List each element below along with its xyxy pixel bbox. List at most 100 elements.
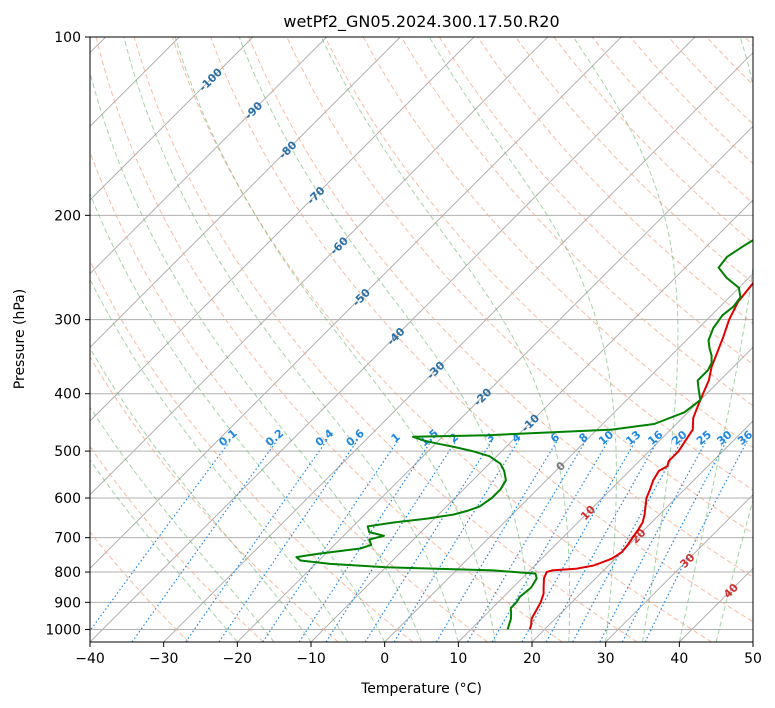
x-tick-label: 20 [523, 651, 541, 667]
dry-adiabat [744, 37, 753, 47]
moist-adiabat [90, 406, 275, 642]
moist-adiabat [90, 347, 312, 642]
dry-adiabat [90, 150, 488, 642]
mixing-ratio-label: 3 [483, 430, 497, 445]
mixing-ratio-line [90, 440, 231, 632]
plot-area: 0.1 0.2 0.4 0.6 1 1.5 2 3 4 6 8 10 13 16 20 25 30 36-100-… [90, 37, 755, 642]
chart-title: wetPf2_GN05.2024.300.17.50.R20 [283, 12, 559, 32]
mixing-ratio-line [298, 440, 432, 642]
mixing-ratio-label: 25 [694, 428, 714, 448]
isotherm-gridline [384, 272, 753, 642]
mixing-ratio-label: 36 [735, 428, 755, 448]
moist-adiabat [428, 37, 617, 642]
moist-adiabat [678, 37, 753, 642]
dry-adiabat [400, 37, 753, 407]
mixing-ratio-line [185, 440, 328, 642]
isotherm-gridline [163, 51, 753, 642]
dry-adiabat [90, 531, 190, 642]
x-axis-title: Temperature (°C) [360, 681, 482, 697]
dry-adiabat [438, 37, 753, 366]
mixing-ratio-line [131, 440, 278, 642]
mixing-ratio-label: 1 [389, 430, 403, 445]
dry-adiabat-label: -100 [196, 65, 225, 94]
mixing-ratio-label: 16 [645, 428, 665, 448]
moist-adiabat [90, 278, 349, 642]
isotherm-gridline [236, 125, 753, 642]
moist-adiabat [90, 459, 238, 642]
mixing-ratio-label: 30 [714, 428, 734, 448]
y-tick-label: 800 [54, 565, 81, 581]
y-tick-label: 900 [54, 595, 81, 611]
moist-adiabat [90, 70, 422, 642]
mixing-ratio-label: 0.1 [216, 427, 239, 449]
mixing-ratio-label: 0.2 [263, 427, 286, 449]
x-tick-label: −10 [296, 651, 326, 667]
x-tick-label: 30 [597, 651, 615, 667]
x-axis: −40 −30 −20 −10 0 10 20 30 40 50 [75, 642, 762, 667]
isotherm-gridline [90, 37, 254, 201]
isotherm-gridline [90, 37, 622, 570]
y-tick-label: 100 [54, 30, 81, 46]
mixing-ratio-label: 8 [576, 430, 590, 445]
mixing-ratio-line [364, 440, 493, 642]
y-tick-label: 500 [54, 444, 81, 460]
isotherm-gridline [678, 567, 753, 642]
isotherm-gridline [90, 37, 401, 349]
temperature-profile-line [528, 281, 753, 630]
moist-adiabat [123, 37, 459, 642]
mixing-ratio-line [435, 440, 558, 642]
dry-adiabat [324, 37, 753, 491]
mixing-ratio-line [466, 440, 587, 642]
mixing-ratio-label: 0.6 [344, 426, 368, 449]
y-tick-label: 400 [54, 387, 81, 403]
isotherm-gridline [752, 641, 753, 642]
mixing-ratio-line [262, 440, 399, 642]
mixing-ratio-line [572, 440, 683, 642]
y-tick-label: 700 [54, 531, 81, 547]
x-tick-label: 40 [670, 651, 688, 667]
dry-adiabat [171, 37, 712, 642]
isotherm-gridline [310, 199, 753, 642]
x-tick-label: −20 [223, 651, 253, 667]
x-tick-label: −30 [149, 651, 179, 667]
isotherm-gridline [90, 37, 475, 422]
plot-frame [89, 36, 754, 643]
x-tick-label: 0 [380, 651, 389, 667]
y-axis-title: Pressure (hPa) [12, 289, 28, 389]
y-tick-label: 600 [54, 491, 81, 507]
isotherm-gridline [531, 420, 753, 642]
mixing-ratio-line [521, 440, 637, 642]
y-tick-label: 300 [54, 313, 81, 329]
isotherm-gridline [90, 37, 549, 496]
mixing-ratio-label: 4 [509, 430, 523, 445]
dry-adiabat [515, 37, 753, 284]
moist-adiabat [238, 37, 533, 642]
isotherm-gridline [457, 346, 753, 642]
dry-adiabat [248, 37, 753, 578]
moist-adiabat [320, 37, 571, 642]
isotherm-gridline [90, 37, 328, 275]
mixing-ratio-line [599, 440, 707, 642]
mixing-ratio-line [325, 440, 457, 642]
mixing-ratio-line [393, 440, 520, 642]
mixing-ratio-label: 13 [623, 428, 643, 448]
moist-adiabat [174, 37, 496, 642]
isotherm-gridline [605, 493, 753, 642]
dry-adiabat [90, 356, 339, 642]
mixing-ratio-line [218, 440, 358, 642]
dry-adiabat [95, 37, 563, 642]
mixing-ratio-line [644, 440, 748, 642]
y-tick-label: 1000 [45, 622, 81, 638]
x-tick-label: 50 [744, 651, 762, 667]
moist-adiabat [572, 37, 679, 642]
mixing-ratio-line [545, 440, 659, 642]
x-tick-label: −40 [75, 651, 105, 667]
mixing-ratio-label: 2 [447, 430, 461, 445]
dry-adiabat [133, 37, 638, 642]
dry-adiabat [90, 445, 264, 642]
y-axis: 100 200 300 400 500 600 700 800 900 1000 [45, 30, 90, 638]
moist-adiabat [90, 192, 386, 642]
mixing-ratio-label: 0.4 [313, 426, 337, 449]
mixing-ratio-line [491, 440, 609, 642]
dewpoint-profile-line [295, 239, 753, 630]
